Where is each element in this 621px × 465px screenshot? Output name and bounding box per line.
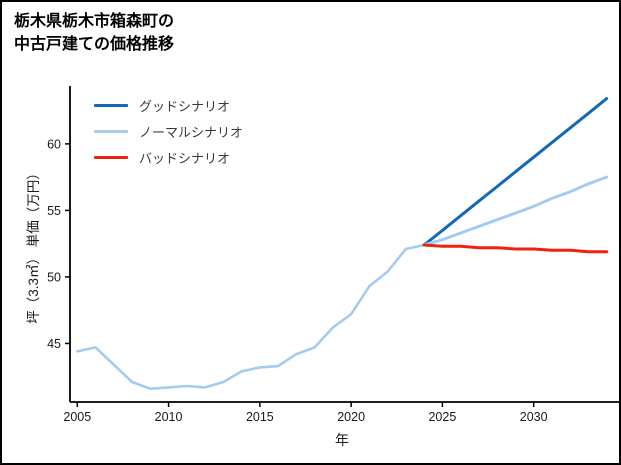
series-line-normal-scenario (422, 175, 609, 247)
y-axis-label: 坪（3.3㎡） 単価（万円） (26, 166, 41, 324)
legend-label: グッドシナリオ (139, 98, 231, 114)
y-tick-label: 60 (47, 137, 61, 151)
x-axis-label: 年 (335, 432, 349, 448)
chart-title: 栃木県栃木市箱森町の 中古戸建ての価格推移 (14, 10, 174, 56)
x-tick-label: 2020 (337, 410, 365, 424)
x-tick-label: 2005 (63, 410, 91, 424)
series-line-bad-scenario (422, 243, 609, 254)
legend-label: ノーマルシナリオ (139, 124, 244, 140)
legend-item-good-scenario: グッドシナリオ (94, 92, 243, 118)
legend-line-swatch (94, 129, 128, 133)
x-tick-label: 2025 (428, 410, 456, 424)
legend-item-bad-scenario: バッドシナリオ (94, 144, 243, 170)
legend-item-normal-scenario: ノーマルシナリオ (94, 118, 243, 144)
chart-title-line-1: 栃木県栃木市箱森町の (14, 13, 175, 30)
x-tick-label: 2015 (246, 410, 274, 424)
x-tick-label: 2010 (155, 410, 183, 424)
y-tick-label: 50 (47, 270, 61, 284)
y-tick-label: 45 (47, 337, 61, 351)
y-tick-label: 55 (47, 204, 61, 218)
series-line-good-scenario (422, 97, 609, 247)
x-tick-label: 2030 (520, 410, 548, 424)
legend: グッドシナリオ ノーマルシナリオ バッドシナリオ (94, 92, 243, 170)
chart-title-line-2: 中古戸建ての価格推移 (14, 36, 175, 54)
series-line-historical (76, 243, 426, 391)
legend-line-swatch (94, 103, 128, 107)
legend-label: バッドシナリオ (139, 150, 231, 166)
legend-line-swatch (94, 155, 128, 159)
